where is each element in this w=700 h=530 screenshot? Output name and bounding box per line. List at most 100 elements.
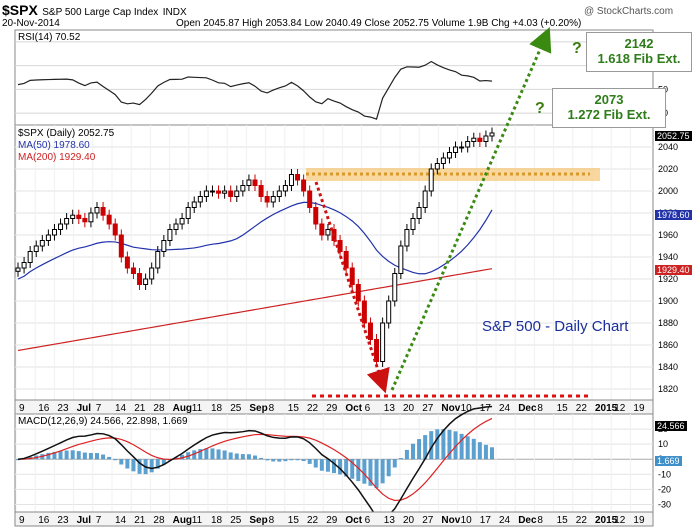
x-tick-label: Aug (173, 403, 192, 414)
candle-body (82, 218, 88, 223)
macd-hist-bar (490, 447, 494, 460)
macd-hist-bar (325, 459, 330, 472)
macd-hist-bar (174, 457, 178, 460)
candle-body (282, 185, 288, 192)
x-tick-label: 19 (633, 403, 645, 414)
candle-body (130, 267, 136, 274)
candle-body (64, 218, 70, 225)
x-tick-label: 22 (576, 403, 588, 414)
macd-hist-bar (52, 451, 57, 460)
candle-body (325, 229, 331, 236)
macd-hist-bar (283, 459, 288, 462)
x-tick-label: 7 (96, 403, 102, 414)
x-tick-label: 21 (134, 403, 146, 414)
x-tick-label: 16 (38, 403, 50, 414)
x-tick-label: 16 (38, 515, 50, 526)
candle-body (173, 223, 179, 230)
x-tick-label: 29 (326, 403, 338, 414)
price-tick-label: 1960 (658, 230, 678, 240)
macd-hist-bar (386, 459, 391, 477)
chart-title: S&P 500 - Daily Chart (482, 318, 629, 335)
macd-hist-bar (362, 459, 367, 484)
candle-body (179, 218, 185, 225)
candle-body (94, 207, 100, 214)
macd-hist-bar (423, 435, 428, 460)
price-tag: 2052.75 (655, 131, 692, 141)
macd-hist-bar (253, 455, 257, 460)
x-tick-label: 18 (211, 403, 223, 414)
macd-hist-bar (313, 459, 318, 468)
macd-hist-bar (453, 431, 458, 460)
macd-hist-bar (198, 449, 203, 460)
x-tick-label: 15 (288, 515, 300, 526)
candle-body (446, 152, 452, 159)
price-tick-label: 2020 (658, 164, 678, 174)
x-tick-label: Nov (441, 515, 460, 526)
question-mark-upper: ? (572, 40, 582, 57)
macd-hist-bar (435, 429, 440, 460)
x-tick-label: 15 (557, 515, 569, 526)
candle-body (416, 207, 422, 219)
candle-body (392, 273, 398, 302)
x-tick-label: 19 (633, 515, 645, 526)
candle-body (33, 245, 39, 252)
macd-hist-bar (459, 433, 464, 460)
fib-1272-box: 2073 1.272 Fib Ext. (552, 88, 666, 128)
macd-hist-bar (295, 459, 300, 461)
x-tick-label: 2015 (595, 515, 618, 526)
macd-hist-bar (46, 452, 51, 460)
x-tick-label: 24 (499, 403, 511, 414)
question-mark-lower: ? (535, 100, 545, 117)
watermark-text: @ StockCharts.com (584, 6, 674, 17)
x-tick-label: Oct (345, 403, 362, 414)
x-tick-label: 8 (269, 403, 275, 414)
macd-signal-line (17, 417, 493, 502)
x-tick-label: 11 (192, 403, 203, 414)
candle-body (301, 179, 307, 192)
macd-histogram (16, 429, 494, 489)
x-tick-label: 22 (576, 515, 588, 526)
candle-body (45, 234, 51, 241)
price-tick-label: 1940 (658, 252, 678, 262)
candle-body (307, 190, 313, 208)
candle-body (343, 251, 349, 269)
x-tick-label: 9 (19, 515, 25, 526)
macd-hist-bar (265, 459, 270, 461)
candle-body (197, 196, 203, 203)
decline-arrow (314, 181, 390, 394)
candle-body (191, 201, 197, 208)
macd-hist-bar (374, 459, 379, 489)
macd-hist-bar (471, 438, 476, 460)
fib-1618-value: 2142 (624, 36, 654, 51)
macd-hist-bar (350, 459, 355, 479)
candle-body (355, 284, 361, 302)
macd-hist-bar (307, 459, 312, 464)
macd-hist-bar (319, 459, 324, 471)
candle-body (149, 267, 155, 280)
x-tick-label: 13 (384, 403, 396, 414)
candle-body (143, 278, 149, 285)
candle-body (276, 190, 282, 197)
macd-hist-bar (228, 452, 233, 460)
x-tick-label: Sep (249, 403, 267, 414)
fib-1618-box: 2142 1.618 Fib Ext. (586, 32, 692, 72)
candle-body (240, 185, 246, 192)
legend-ma200: MA(200) 1929.40 (18, 152, 96, 163)
macd-hist-bar (95, 453, 99, 460)
chart-date: 20-Nov-2014 (2, 18, 60, 29)
candle-body (222, 190, 228, 194)
macd-hist-bar (70, 450, 75, 460)
x-tick-label: 11 (192, 515, 203, 526)
legend-ma50: MA(50) 1978.60 (18, 140, 90, 151)
price-candles (15, 127, 495, 367)
macd-hist-bar (58, 451, 63, 460)
candle-body (471, 137, 477, 142)
x-tick-label: 28 (153, 403, 165, 414)
candle-body (76, 214, 82, 219)
rsi-line (17, 60, 493, 120)
fib-1272-value: 2073 (594, 92, 624, 107)
macd-tick-label: -20 (658, 484, 671, 494)
candle-body (27, 251, 33, 263)
candle-body (428, 168, 434, 192)
candle-body (58, 223, 64, 230)
